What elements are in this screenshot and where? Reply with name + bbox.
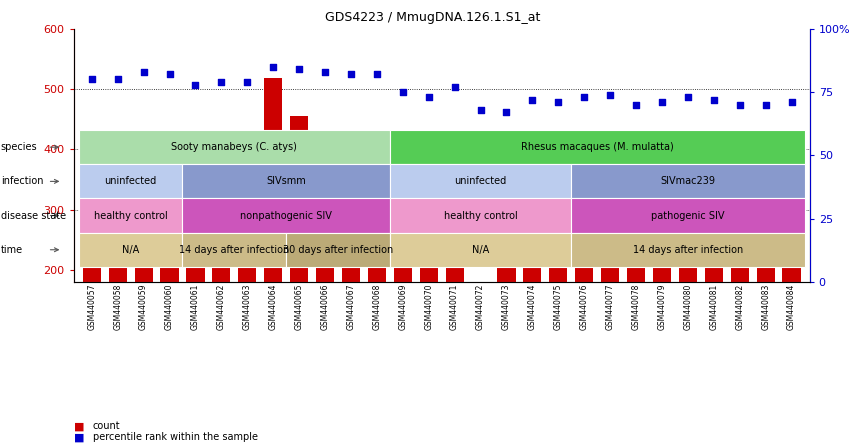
Text: time: time bbox=[1, 245, 23, 255]
Point bbox=[370, 71, 384, 78]
Text: disease state: disease state bbox=[1, 210, 66, 221]
Point bbox=[85, 76, 99, 83]
Text: count: count bbox=[93, 421, 120, 431]
Text: 30 days after infection: 30 days after infection bbox=[283, 245, 393, 255]
Bar bbox=[186, 219, 204, 390]
Bar bbox=[342, 130, 360, 390]
Bar bbox=[160, 160, 178, 390]
Text: GDS4223 / MmugDNA.126.1.S1_at: GDS4223 / MmugDNA.126.1.S1_at bbox=[326, 11, 540, 24]
Text: uninfected: uninfected bbox=[455, 176, 507, 186]
Point bbox=[474, 106, 488, 113]
Point bbox=[137, 68, 151, 75]
Bar bbox=[108, 181, 126, 390]
Bar bbox=[420, 231, 438, 390]
Bar bbox=[653, 247, 671, 390]
Text: 14 days after infection: 14 days after infection bbox=[179, 245, 289, 255]
Bar bbox=[316, 137, 334, 390]
Point bbox=[396, 88, 410, 95]
Point bbox=[266, 63, 280, 70]
Text: nonpathogenic SIV: nonpathogenic SIV bbox=[240, 210, 332, 221]
Point bbox=[578, 94, 591, 101]
Bar bbox=[601, 187, 619, 390]
Text: Sooty manabeys (C. atys): Sooty manabeys (C. atys) bbox=[171, 142, 297, 152]
Bar bbox=[264, 78, 282, 390]
Bar bbox=[705, 204, 723, 390]
Bar bbox=[290, 115, 308, 390]
Bar bbox=[575, 202, 593, 390]
Point bbox=[111, 76, 125, 83]
Text: N/A: N/A bbox=[122, 245, 139, 255]
Text: ■: ■ bbox=[74, 421, 84, 431]
Point bbox=[655, 99, 669, 106]
Point bbox=[318, 68, 332, 75]
Bar bbox=[497, 247, 515, 390]
Text: uninfected: uninfected bbox=[105, 176, 157, 186]
Bar bbox=[523, 194, 541, 390]
Point bbox=[215, 79, 229, 86]
Point bbox=[526, 96, 540, 103]
Point bbox=[344, 71, 358, 78]
Point bbox=[163, 71, 177, 78]
Bar bbox=[549, 223, 567, 390]
Point bbox=[189, 81, 203, 88]
Point bbox=[629, 101, 643, 108]
Bar bbox=[368, 264, 386, 390]
Point bbox=[292, 66, 306, 73]
Bar bbox=[134, 143, 152, 390]
Point bbox=[681, 94, 695, 101]
Point bbox=[422, 94, 436, 101]
Point bbox=[241, 79, 255, 86]
Text: 14 days after infection: 14 days after infection bbox=[633, 245, 743, 255]
Text: infection: infection bbox=[1, 176, 43, 186]
Text: N/A: N/A bbox=[472, 245, 489, 255]
Bar bbox=[394, 259, 412, 390]
Bar bbox=[212, 202, 230, 390]
Point bbox=[552, 99, 565, 106]
Text: ■: ■ bbox=[74, 432, 84, 442]
Text: percentile rank within the sample: percentile rank within the sample bbox=[93, 432, 258, 442]
Bar bbox=[783, 229, 801, 390]
Bar bbox=[445, 229, 463, 390]
Point bbox=[500, 109, 514, 116]
Text: healthy control: healthy control bbox=[94, 210, 167, 221]
Text: species: species bbox=[1, 142, 37, 152]
Bar bbox=[238, 202, 256, 390]
Bar bbox=[757, 229, 775, 390]
Point bbox=[707, 96, 721, 103]
Text: healthy control: healthy control bbox=[443, 210, 517, 221]
Point bbox=[759, 101, 772, 108]
Point bbox=[604, 91, 617, 98]
Point bbox=[733, 101, 746, 108]
Bar bbox=[82, 189, 100, 390]
Text: SIVsmm: SIVsmm bbox=[266, 176, 306, 186]
Bar bbox=[679, 201, 697, 390]
Bar bbox=[731, 249, 749, 390]
Bar bbox=[627, 240, 645, 390]
Point bbox=[785, 99, 798, 106]
Text: Rhesus macaques (M. mulatta): Rhesus macaques (M. mulatta) bbox=[520, 142, 674, 152]
Bar bbox=[471, 299, 489, 390]
Text: pathogenic SIV: pathogenic SIV bbox=[651, 210, 725, 221]
Text: SIVmac239: SIVmac239 bbox=[661, 176, 715, 186]
Point bbox=[448, 83, 462, 91]
